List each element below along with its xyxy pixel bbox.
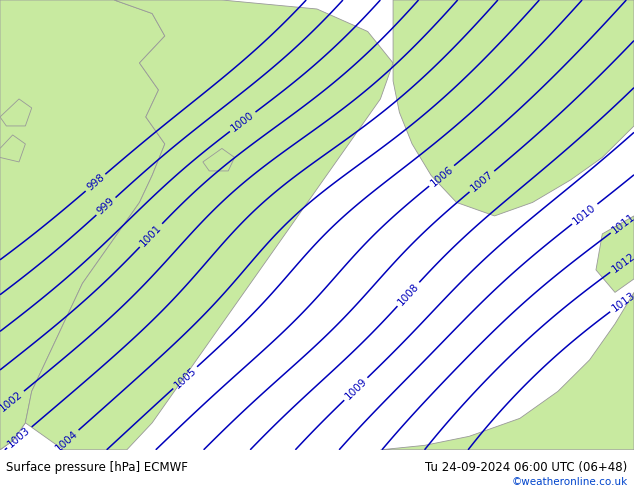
- Text: Tu 24-09-2024 06:00 UTC (06+48): Tu 24-09-2024 06:00 UTC (06+48): [425, 461, 628, 474]
- Polygon shape: [0, 0, 70, 450]
- Text: 1011: 1011: [610, 211, 634, 235]
- Polygon shape: [25, 0, 393, 450]
- Text: 999: 999: [95, 196, 117, 217]
- Text: 1001: 1001: [138, 222, 164, 248]
- Text: 1009: 1009: [343, 376, 369, 402]
- Polygon shape: [393, 0, 634, 216]
- Text: 1002: 1002: [0, 389, 25, 414]
- Text: 1012: 1012: [610, 251, 634, 274]
- Text: ©weatheronline.co.uk: ©weatheronline.co.uk: [512, 477, 628, 487]
- Text: 998: 998: [85, 172, 107, 193]
- Text: 1013: 1013: [610, 291, 634, 314]
- Polygon shape: [203, 148, 235, 171]
- Polygon shape: [596, 216, 634, 293]
- Text: 1007: 1007: [469, 169, 495, 194]
- Polygon shape: [0, 135, 25, 162]
- Text: Surface pressure [hPa] ECMWF: Surface pressure [hPa] ECMWF: [6, 461, 188, 474]
- Text: 1000: 1000: [230, 110, 256, 134]
- Polygon shape: [0, 99, 32, 126]
- Text: 1008: 1008: [396, 281, 421, 307]
- Polygon shape: [0, 0, 165, 450]
- Text: 1003: 1003: [6, 425, 32, 450]
- Text: 1010: 1010: [571, 202, 598, 226]
- Text: 1004: 1004: [53, 428, 80, 453]
- Text: 1006: 1006: [429, 164, 455, 188]
- Polygon shape: [380, 293, 634, 450]
- Text: 1005: 1005: [172, 365, 198, 390]
